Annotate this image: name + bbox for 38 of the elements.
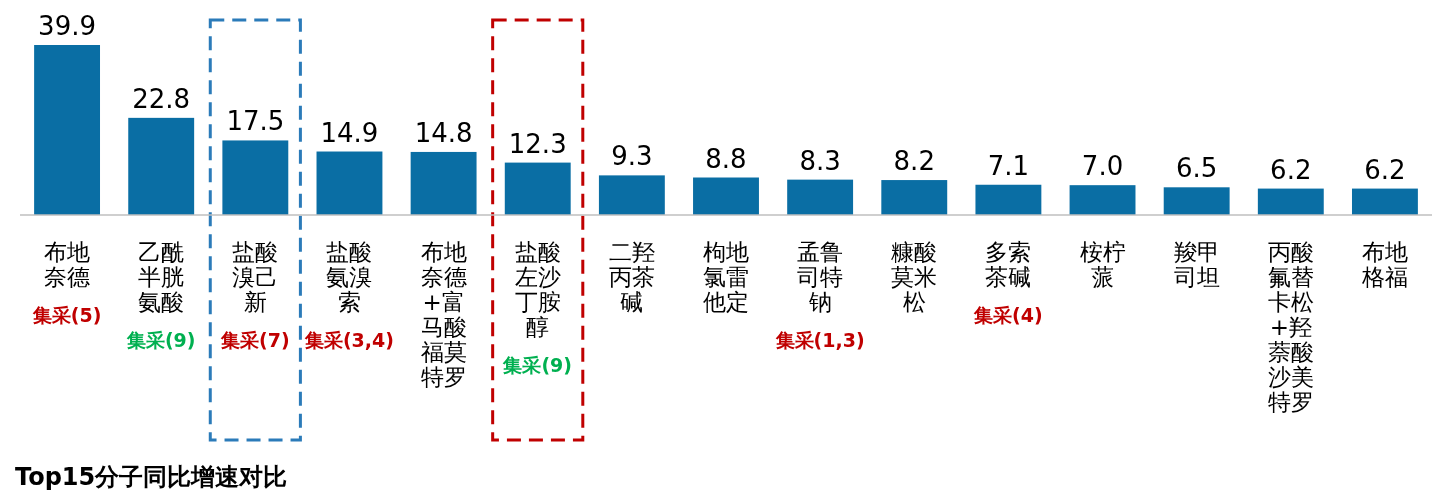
data-label: 39.9 bbox=[38, 11, 96, 41]
category-label: 枸地氯雷他定 bbox=[703, 239, 749, 315]
data-label: 9.3 bbox=[611, 141, 653, 172]
title: Top15分子同比增速对比 bbox=[15, 463, 288, 491]
annotation: 集采(1,3) bbox=[775, 329, 865, 351]
category-label: 二羟丙茶碱 bbox=[608, 239, 655, 315]
annotation: 集采(9) bbox=[126, 329, 196, 351]
data-label: 6.5 bbox=[1176, 153, 1218, 184]
category-label: 糠酸莫米松 bbox=[891, 239, 938, 315]
data-label: 7.1 bbox=[987, 150, 1030, 181]
category-label: 乙酰半胱氨酸 bbox=[138, 239, 185, 315]
category-label: 羧甲司坦 bbox=[1173, 239, 1220, 290]
data-label: 22.8 bbox=[132, 83, 191, 114]
category-label: 布地格福 bbox=[1361, 239, 1408, 290]
data-label: 7.0 bbox=[1081, 151, 1124, 182]
data-label: 12.3 bbox=[508, 128, 567, 159]
category-label: 布地奈德+富马酸福莫特罗 bbox=[420, 239, 467, 390]
category-label: 布地奈德 bbox=[44, 239, 91, 290]
data-label: 8.2 bbox=[893, 146, 935, 177]
category-label: 多索茶碱 bbox=[985, 239, 1032, 290]
annotation: 集采(9) bbox=[503, 354, 573, 376]
data-label: 8.3 bbox=[799, 145, 841, 176]
data-label: 6.2 bbox=[1364, 154, 1406, 185]
annotation: 集采(7) bbox=[221, 329, 290, 351]
data-label: 17.5 bbox=[226, 106, 285, 137]
annotation: 集采(3,4) bbox=[304, 329, 394, 351]
data-label: 8.8 bbox=[705, 143, 747, 174]
category-label: 丙酸氟替卡松+羟萘酸沙美特罗 bbox=[1267, 239, 1314, 415]
category-label: 盐酸左沙丁胺醇 bbox=[514, 239, 561, 340]
data-label: 6.2 bbox=[1270, 154, 1312, 185]
data-label: 14.8 bbox=[414, 117, 473, 148]
annotation: 集采(4) bbox=[974, 304, 1043, 326]
category-label: 盐酸氨溴索 bbox=[326, 239, 373, 315]
category-label: 桉柠蒎 bbox=[1079, 239, 1126, 290]
category-label: 盐酸溴己新 bbox=[232, 239, 279, 315]
category-label: 孟鲁司特钠 bbox=[797, 239, 844, 315]
data-label: 14.9 bbox=[320, 117, 379, 148]
annotation: 集采(5) bbox=[32, 304, 102, 326]
